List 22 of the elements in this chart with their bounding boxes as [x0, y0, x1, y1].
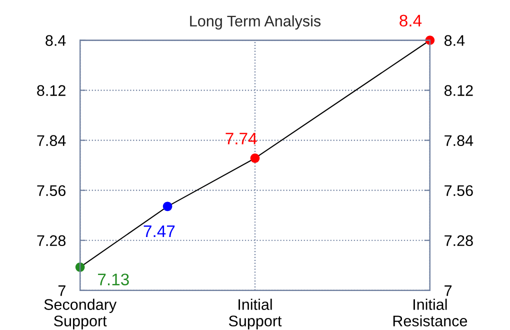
point	[162, 202, 172, 212]
y2-tick-label: 8.4	[444, 35, 465, 46]
y-tick-label: 8.4	[46, 35, 66, 46]
chart-title: Long Term Analysis	[190, 15, 321, 30]
y-tick-label: 7.84	[37, 135, 66, 146]
y2-tick-label: 8.12	[444, 85, 473, 96]
y2-tick-label: 7.84	[444, 135, 474, 146]
data-label: 7.47	[144, 226, 175, 237]
x-tick-label: Secondary Support	[44, 298, 117, 330]
x-tick-label: Initial Resistance	[393, 298, 468, 326]
data-label: 7.13	[98, 274, 129, 286]
y2-tick-label: 7	[444, 285, 452, 296]
data-label: 8.4	[400, 14, 422, 27]
y-tick-label: 8.12	[37, 85, 66, 96]
y-tick-label: 7.28	[37, 235, 66, 246]
x-tick-label: Initial Support	[228, 298, 282, 330]
y2-tick-label: 7.56	[444, 185, 473, 196]
y-tick-label: 7	[58, 285, 66, 296]
y2-tick-label: 7.28	[444, 235, 473, 246]
point	[250, 154, 260, 163]
y-tick-label: 7.56	[37, 185, 66, 196]
data-label: 7.74	[226, 132, 257, 144]
